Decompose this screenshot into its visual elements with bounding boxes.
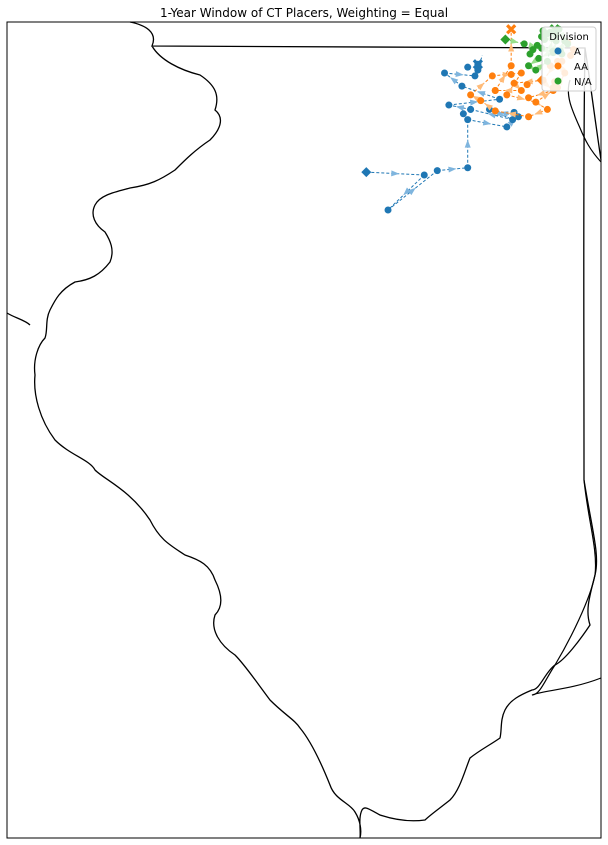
data-point-extra-1-8 [507, 70, 515, 78]
end-marker-1 [506, 24, 517, 35]
path-arrow-1-19 [508, 43, 515, 52]
path-arrow-0-4 [464, 139, 471, 148]
path-arrow-1-3 [534, 108, 543, 115]
legend-marker-na [554, 77, 562, 85]
state-border-southeast [531, 479, 602, 696]
path-arrow-0-14 [455, 71, 464, 78]
plot-area [6, 21, 602, 839]
data-point-0-15 [474, 66, 482, 74]
data-point-1-1 [525, 94, 533, 102]
data-point-0-2 [433, 167, 441, 175]
path-arrow-1-17 [504, 87, 513, 94]
data-point-1-6 [467, 91, 475, 99]
data-point-extra-2-6 [533, 41, 541, 49]
legend-box [541, 26, 597, 92]
path-arrow-1-10 [516, 94, 526, 101]
data-point-extra-1-9 [523, 81, 531, 89]
data-point-1-2 [543, 105, 551, 113]
legend-label-aa: AA [574, 62, 588, 73]
data-point-1-5 [477, 97, 485, 105]
path-arrow-0-0 [391, 170, 400, 177]
path-arrow-0-10 [455, 105, 465, 111]
start-marker-2 [500, 34, 511, 45]
data-point-2-11 [532, 66, 540, 74]
data-point-1-8 [517, 69, 525, 77]
legend-title: Division [549, 32, 589, 43]
lake-michigan-shoreline [567, 79, 602, 163]
path-arrow-1-5 [484, 103, 493, 111]
path-arrow-0-2 [407, 187, 416, 196]
path-segment-0-5 [467, 119, 507, 128]
end-marker-0 [472, 59, 483, 70]
data-point-extra-1-7 [491, 86, 499, 94]
data-point-extra-0-4 [464, 63, 472, 71]
data-point-2-9 [535, 54, 543, 62]
data-point-1-10 [532, 98, 540, 106]
data-point-1-3 [525, 113, 533, 121]
path-arrow-0-3 [448, 166, 457, 173]
legend-marker-aa [554, 62, 562, 70]
path-arrow-0-5 [482, 119, 492, 126]
chart-title: 1-Year Window of CT Placers, Weighting =… [160, 6, 448, 20]
data-point-0-5 [503, 123, 511, 131]
data-point-0-11 [496, 95, 504, 103]
path-segment-0-12 [461, 85, 500, 100]
path-arrow-1-7 [476, 82, 485, 91]
data-point-0-0 [420, 171, 428, 179]
data-point-1-16 [517, 86, 525, 94]
data-point-extra-0-2 [459, 110, 467, 118]
data-point-0-1 [384, 206, 392, 214]
data-point-2-10 [525, 62, 533, 70]
data-point-1-18 [507, 62, 515, 70]
data-point-1-4 [491, 107, 499, 115]
data-point-0-8 [509, 116, 517, 124]
path-arrow-1-18 [498, 74, 506, 84]
data-point-2-0 [520, 40, 528, 48]
legend-label-na: N/A [574, 77, 592, 88]
path-arrow-0-13 [450, 77, 459, 85]
path-arrow-0-1 [403, 187, 412, 196]
path-arrow-1-11 [541, 92, 550, 100]
path-arrow-2-0 [510, 37, 519, 44]
legend: Division A AA N/A [541, 26, 597, 92]
data-point-0-14 [471, 72, 479, 80]
start-marker-0 [361, 167, 372, 178]
legend-marker-a [554, 47, 562, 55]
data-point-0-10 [445, 101, 453, 109]
data-point-0-12 [458, 82, 466, 90]
data-point-1-7 [488, 72, 496, 80]
path-arrow-1-16 [512, 81, 521, 90]
data-point-1-9 [503, 91, 511, 99]
path-arrow-1-15 [524, 78, 533, 85]
path-arrow-0-11 [469, 99, 479, 106]
path-arrow-1-4 [507, 111, 517, 118]
path-arrow-2-10 [530, 57, 539, 65]
legend-label-a: A [574, 47, 581, 58]
data-point-1-15 [510, 79, 518, 87]
data-point-0-13 [441, 69, 449, 77]
plot-frame [6, 21, 602, 839]
path-arrow-0-12 [476, 91, 486, 97]
data-point-0-4 [464, 116, 472, 124]
data-point-extra-0-1 [467, 105, 475, 113]
data-point-extra-2-5 [529, 46, 537, 54]
data-point-0-3 [464, 164, 472, 172]
